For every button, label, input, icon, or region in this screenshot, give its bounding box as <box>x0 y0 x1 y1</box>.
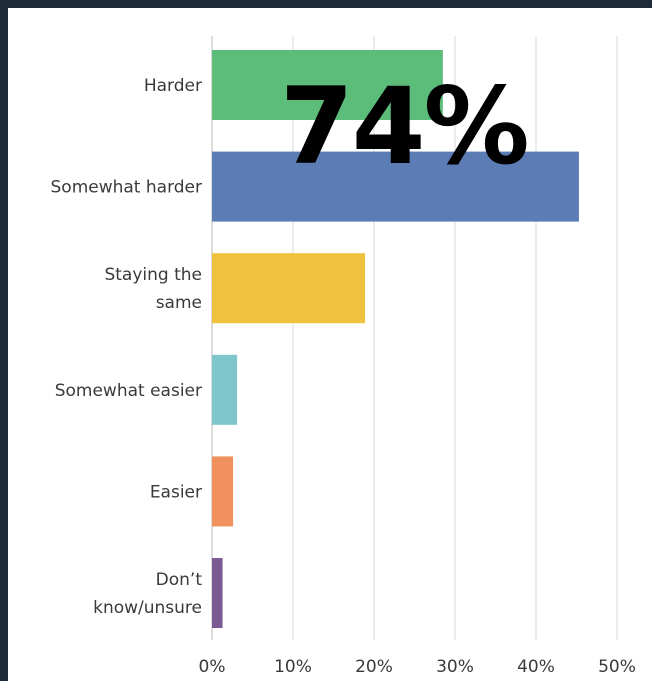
x-tick-label: 20% <box>355 657 393 677</box>
bar-chart: Harder Somewhat harder Staying the same Some… <box>51 36 636 677</box>
category-label: Easier <box>150 482 202 502</box>
x-tick-label: 40% <box>517 657 555 677</box>
chart-frame: Harder Somewhat harder Staying the same Some… <box>8 8 652 681</box>
bar <box>212 456 234 527</box>
gridlines <box>211 36 618 640</box>
x-tick-label: 0% <box>199 657 226 677</box>
bars <box>212 50 579 628</box>
bar <box>212 354 238 425</box>
category-labels: Harder Somewhat harder Staying the same Some… <box>51 76 203 618</box>
bar <box>212 558 223 628</box>
bar <box>212 50 443 120</box>
category-label: Somewhat easier <box>55 381 202 401</box>
overlay-percentage: 74% <box>280 65 530 188</box>
x-tick-label: 30% <box>436 657 474 677</box>
bar <box>212 151 579 222</box>
x-tick-labels: 0% 10% 20% 30% 40% 50% <box>199 657 636 677</box>
x-tick-label: 50% <box>598 657 636 677</box>
category-label: Harder <box>144 76 202 96</box>
bar <box>212 253 366 324</box>
category-label: Staying the same <box>104 265 202 313</box>
category-label: Don’t know/unsure <box>93 570 202 618</box>
category-label: Somewhat harder <box>51 178 203 198</box>
x-tick-label: 10% <box>274 657 312 677</box>
